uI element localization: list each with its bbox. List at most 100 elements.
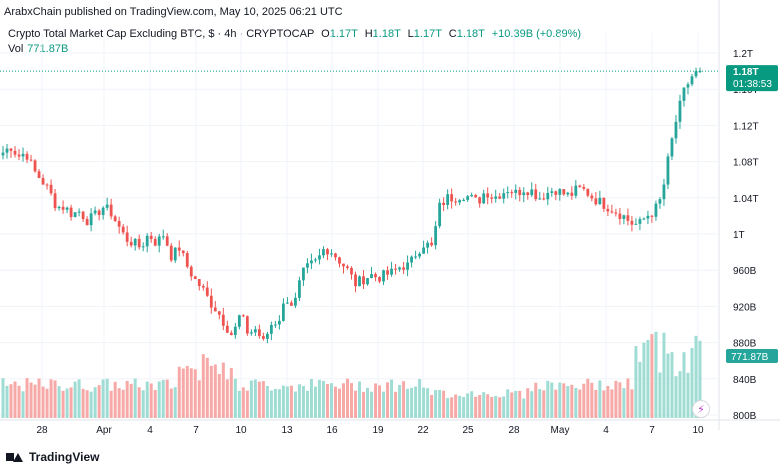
high-key: H	[364, 28, 373, 40]
volume-bar	[558, 382, 562, 418]
volume-bar	[333, 386, 337, 418]
candle-body	[282, 303, 285, 321]
candle-body	[173, 247, 177, 261]
volume-bar	[530, 391, 534, 418]
candle-body	[125, 232, 129, 242]
volume-bar	[514, 390, 518, 418]
volume-bar	[630, 389, 634, 418]
candle-body	[225, 325, 229, 333]
candle-body	[618, 213, 622, 219]
volume-bar	[125, 380, 129, 418]
volume-bar	[478, 395, 482, 418]
candle-body	[606, 208, 610, 212]
candle-body	[666, 156, 670, 185]
close-key: C	[448, 28, 457, 40]
volume-bar	[245, 390, 249, 418]
candle-body	[398, 267, 401, 270]
volume-bar	[77, 379, 81, 418]
volume-bar	[394, 391, 398, 418]
candle-body	[249, 332, 253, 334]
candle-body	[554, 191, 558, 195]
volume-bar	[626, 378, 630, 418]
candle-body	[253, 329, 257, 333]
volume-bar	[149, 383, 153, 418]
volume-bar	[69, 387, 73, 418]
candle-body	[229, 332, 233, 335]
volume-bar	[293, 391, 297, 418]
volume-bar	[105, 378, 109, 418]
candle-body	[29, 159, 33, 161]
volume-bar	[642, 342, 646, 418]
candle-body	[213, 307, 217, 312]
volume-bar	[177, 366, 181, 418]
volume-bar	[414, 386, 418, 418]
candle-body	[269, 324, 273, 334]
tradingview-footer[interactable]: TradingView	[6, 450, 99, 464]
candle-body	[41, 178, 45, 185]
candle-body	[362, 276, 365, 285]
volume-bar	[161, 379, 165, 418]
candle-body	[273, 324, 277, 326]
candle-body	[97, 210, 101, 216]
y-tick-label: 1.04T	[733, 194, 759, 205]
candle-body	[81, 211, 85, 220]
volume-bar	[201, 354, 205, 418]
volume-bar	[618, 382, 622, 418]
x-tick-label: May	[551, 425, 570, 436]
x-tick-label: 28	[508, 425, 520, 436]
volume-bar	[510, 392, 514, 418]
volume-bar	[221, 362, 225, 418]
volume-bar	[638, 361, 642, 418]
candle-body	[434, 226, 438, 246]
candle-body	[261, 336, 265, 339]
candle-body	[257, 329, 261, 337]
volume-tag-value: 771.87B	[731, 352, 769, 363]
candle-body	[478, 197, 482, 204]
candle-body	[506, 192, 510, 194]
candle-body	[189, 266, 193, 277]
candle-body	[113, 216, 117, 221]
price-chart[interactable]: 1.2T1.16T1.12T1.08T1.04T1T960B920B880B84…	[0, 0, 780, 450]
volume-bar	[309, 378, 313, 418]
volume-bar	[253, 379, 257, 418]
x-tick-label: 28	[36, 425, 48, 436]
volume-bar	[101, 379, 105, 418]
candle-body	[233, 326, 237, 335]
candles	[1, 67, 702, 344]
volume-bar	[474, 396, 478, 418]
volume-bar	[121, 389, 125, 418]
candle-body	[550, 191, 554, 193]
candle-body	[678, 100, 682, 122]
high-value: 1.18T	[372, 28, 401, 40]
candle-body	[602, 197, 606, 209]
candle-body	[149, 235, 153, 240]
candle-body	[338, 257, 341, 264]
tradingview-logo-icon	[6, 451, 24, 463]
volume-bar	[93, 387, 97, 418]
volume-bar	[157, 381, 161, 418]
candle-body	[458, 200, 462, 203]
y-tick-label: 960B	[733, 266, 757, 277]
volume-bar	[81, 388, 85, 418]
candle-body	[237, 315, 241, 327]
volume-bar	[526, 388, 530, 418]
candle-body	[221, 314, 225, 326]
volume-bar	[37, 378, 41, 418]
x-tick-label: 16	[326, 425, 338, 436]
volume-bar	[350, 383, 353, 418]
candle-body	[330, 253, 333, 255]
volume-bar	[574, 387, 578, 418]
volume-bar	[241, 387, 245, 418]
candle-body	[181, 250, 185, 254]
volume-bar	[482, 392, 486, 418]
x-axis: 28 Apr 4 7 10 13 16 19 22 25 28 May 4 7 10	[0, 419, 780, 436]
volume-bar	[109, 390, 113, 418]
x-tick-label: 13	[281, 425, 293, 436]
volume-bar	[378, 385, 382, 418]
volume-bar	[390, 379, 394, 418]
candle-body	[45, 184, 49, 186]
candle-body	[121, 226, 125, 233]
volume-bar	[358, 381, 362, 418]
lightning-icon[interactable]: ⚡	[692, 400, 710, 418]
volume-bar	[137, 387, 141, 418]
